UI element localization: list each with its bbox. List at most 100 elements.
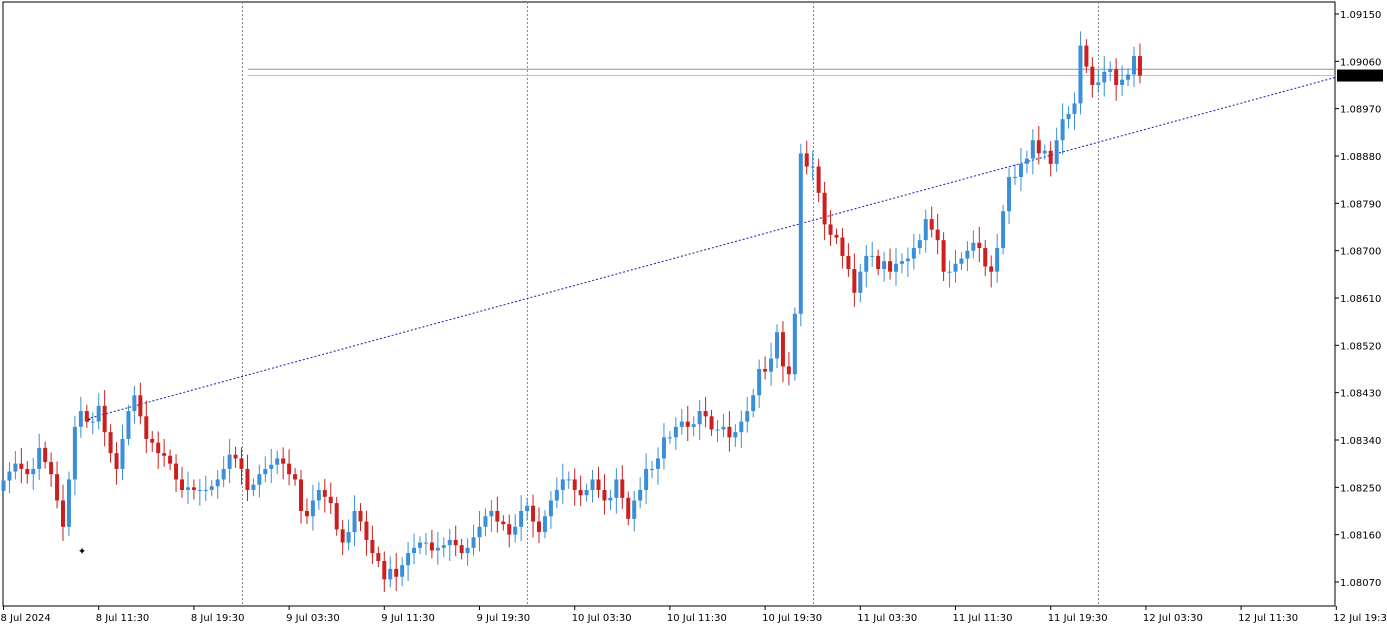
candle-body: [311, 500, 315, 516]
candle-body: [132, 395, 136, 411]
candle-body: [602, 490, 606, 501]
candle-body: [900, 261, 904, 264]
candle-body: [55, 474, 59, 500]
candle: [632, 491, 636, 531]
candle: [942, 232, 946, 281]
candle: [305, 498, 309, 524]
x-tick-label: 9 Jul 19:30: [477, 613, 531, 624]
candle-body: [359, 511, 363, 522]
candles-layer: [2, 31, 1142, 592]
candle-body: [775, 332, 779, 358]
candle: [454, 526, 458, 557]
candle-body: [668, 437, 672, 438]
candle: [353, 495, 357, 546]
candle: [537, 507, 541, 543]
candle-body: [388, 569, 392, 580]
candle-body: [692, 424, 696, 427]
plot-frame: [3, 2, 1335, 606]
candle-body: [115, 453, 119, 469]
candle: [501, 515, 505, 530]
candle-body: [787, 366, 791, 374]
candle: [370, 526, 374, 564]
candle-body: [954, 264, 958, 272]
candle-body: [1067, 114, 1071, 119]
candle-body: [918, 240, 922, 248]
candle: [144, 401, 148, 454]
candle-body: [727, 427, 731, 438]
candle-body: [275, 458, 279, 464]
candle: [1090, 57, 1094, 97]
candle-body: [448, 540, 452, 545]
candle: [1078, 31, 1082, 114]
candle-body: [305, 511, 309, 516]
candle-body: [430, 543, 434, 551]
candle-body: [472, 537, 476, 548]
candle-body: [204, 490, 208, 491]
candle: [37, 434, 41, 480]
y-tick-label: 1.08610: [1340, 294, 1381, 305]
candle: [668, 431, 672, 444]
candle-body: [1090, 67, 1094, 85]
candle: [692, 416, 696, 436]
candle-body: [906, 259, 910, 262]
candle: [585, 484, 589, 502]
candle-body: [835, 235, 839, 238]
candle-body: [739, 422, 743, 433]
x-tick-label: 8 Jul 19:30: [191, 613, 245, 624]
candle-body: [1114, 69, 1118, 85]
candle: [222, 456, 226, 487]
candle-body: [924, 219, 928, 240]
candle-body: [1138, 56, 1142, 75]
current-price-label: 1.09033: [1339, 72, 1380, 83]
candle-body: [121, 439, 125, 469]
candle-body: [716, 429, 720, 430]
candle: [150, 431, 154, 452]
candle: [55, 462, 59, 509]
x-tick-label: 8 Jul 11:30: [96, 613, 150, 624]
candle: [704, 397, 708, 428]
candle: [335, 497, 339, 536]
candle-body: [67, 479, 71, 526]
candle: [817, 159, 821, 203]
candle-body: [888, 261, 892, 272]
candle: [959, 252, 963, 270]
candle-body: [79, 411, 83, 427]
candle: [757, 360, 761, 408]
candle: [1120, 66, 1124, 97]
candle-body: [1084, 46, 1088, 67]
candle-body: [1126, 74, 1130, 79]
candle: [67, 472, 71, 537]
candle: [733, 424, 737, 447]
candle-body: [608, 498, 612, 501]
candle: [323, 479, 327, 513]
candle-body: [763, 369, 767, 372]
candle: [965, 241, 969, 271]
candle: [769, 343, 773, 386]
candle: [311, 485, 315, 531]
candle: [656, 447, 660, 484]
candle: [245, 455, 249, 501]
candle-body: [597, 479, 601, 490]
candle-body: [829, 224, 833, 235]
candle: [1031, 129, 1035, 174]
candle: [799, 144, 803, 326]
candle-body: [721, 427, 725, 430]
candle-body: [382, 561, 386, 579]
trendline[interactable]: [87, 77, 1337, 419]
candle: [347, 519, 351, 550]
candle: [442, 537, 446, 557]
x-tick-label: 8 Jul 2024: [1, 613, 51, 624]
candle: [115, 442, 119, 485]
candle: [251, 478, 255, 496]
candle: [721, 414, 725, 437]
candle: [478, 511, 482, 551]
candle-body: [1019, 164, 1023, 177]
candle: [317, 482, 321, 510]
candle-body: [561, 479, 565, 490]
candle: [483, 508, 487, 536]
candle-body: [573, 479, 577, 490]
candle: [787, 352, 791, 385]
candle: [472, 525, 476, 556]
